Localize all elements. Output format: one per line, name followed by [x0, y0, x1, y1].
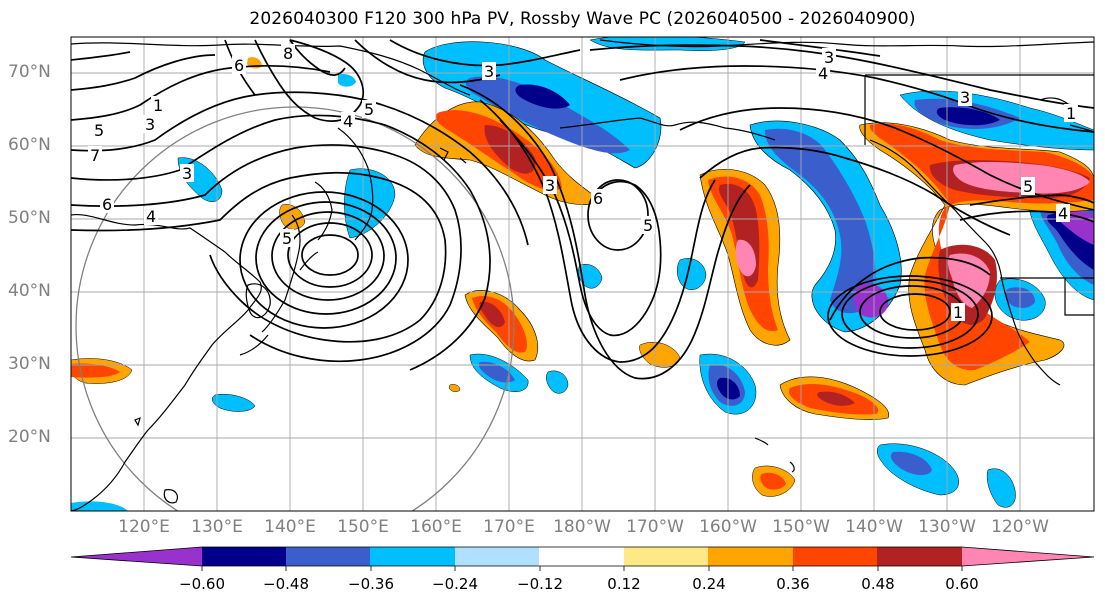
lat-label-40n: 40°N — [8, 281, 51, 301]
range-circle — [75, 106, 515, 511]
colorbar-tick-label: −0.60 — [179, 575, 225, 593]
colorbar-tick-label: 0.48 — [861, 575, 895, 593]
lon-label: 170°E — [483, 517, 535, 537]
colorbar-tick-label: −0.24 — [432, 575, 478, 593]
lon-label: 170°W — [626, 517, 684, 537]
contour-label: 1 — [1066, 104, 1076, 123]
colorbar-segment — [708, 547, 794, 566]
colorbar-segment — [539, 547, 625, 566]
lat-label-60n: 60°N — [8, 135, 51, 155]
map-frame — [70, 36, 1095, 512]
colorbar-segment — [455, 547, 540, 566]
contour-label: 6 — [102, 195, 112, 214]
colorbar-segment — [624, 547, 709, 566]
lat-label-20n: 20°N — [8, 427, 51, 447]
contour-label: 3 — [145, 115, 155, 134]
colorbar-tick-label: −0.36 — [348, 575, 394, 593]
pv-anomaly-shading: 1 3 5 7 6 4 4 5 3 3 4 1 3 6 — [71, 37, 1094, 511]
contour-label: 3 — [182, 164, 192, 183]
lon-label: 140°W — [845, 517, 903, 537]
lon-label: 160°W — [699, 517, 757, 537]
colorbar-segment — [793, 547, 878, 566]
lon-label: 130°W — [918, 517, 976, 537]
lon-label: 120°E — [118, 517, 170, 537]
colorbar-tick-label: 0.24 — [692, 575, 726, 593]
lon-label: 150°E — [337, 517, 389, 537]
lat-label-50n: 50°N — [8, 208, 51, 228]
lat-label-70n: 70°N — [8, 62, 51, 82]
colorbar-tick-label: 0.36 — [776, 575, 810, 593]
colorbar-segment — [286, 547, 371, 566]
contour-label: 1 — [953, 303, 963, 322]
lon-label: 150°W — [772, 517, 830, 537]
contour-label: 6 — [234, 56, 244, 75]
contour-label: 3 — [545, 176, 555, 195]
lon-label: 120°W — [991, 517, 1049, 537]
colorbar-segment — [370, 547, 456, 566]
map-title: 2026040300 F120 300 hPa PV, Rossby Wave … — [249, 9, 916, 29]
contour-label: 5 — [643, 216, 653, 235]
contour-label: 5 — [282, 229, 292, 248]
contour-label: 5 — [364, 100, 374, 119]
lon-label: 140°E — [264, 517, 316, 537]
pv-contours — [71, 39, 1094, 380]
contour-label: 4 — [146, 207, 156, 226]
contour-labels: 1 3 5 7 6 4 4 5 3 3 4 1 3 6 — [88, 44, 1078, 322]
lon-label: 130°E — [191, 517, 243, 537]
colorbar-extend-low — [71, 547, 202, 566]
colorbar-tick-label: 0.12 — [607, 575, 641, 593]
colorbar-extend-high — [962, 547, 1094, 566]
colorbar — [70, 546, 1095, 571]
contour-label: 3 — [824, 48, 834, 67]
colorbar-segment — [877, 547, 963, 566]
contour-label: 7 — [90, 146, 100, 165]
colorbar-tick-label: −0.12 — [517, 575, 563, 593]
colorbar-tick-label: 0.60 — [945, 575, 979, 593]
contour-label: 5 — [1023, 177, 1033, 196]
lon-label: 180°W — [553, 517, 611, 537]
colorbar-tick-label: −0.48 — [263, 575, 309, 593]
contour-label: 3 — [484, 62, 494, 81]
contour-label: 8 — [283, 44, 293, 63]
lon-label: 160°E — [410, 517, 462, 537]
contour-label: 4 — [1058, 204, 1068, 223]
contour-label: 4 — [818, 64, 828, 83]
contour-label: 5 — [94, 121, 104, 140]
contour-label: 1 — [153, 96, 163, 115]
contour-label: 4 — [343, 112, 353, 131]
lat-label-30n: 30°N — [8, 354, 51, 374]
contour-label: 3 — [960, 88, 970, 107]
colorbar-segment — [202, 547, 287, 566]
contour-label: 6 — [593, 189, 603, 208]
